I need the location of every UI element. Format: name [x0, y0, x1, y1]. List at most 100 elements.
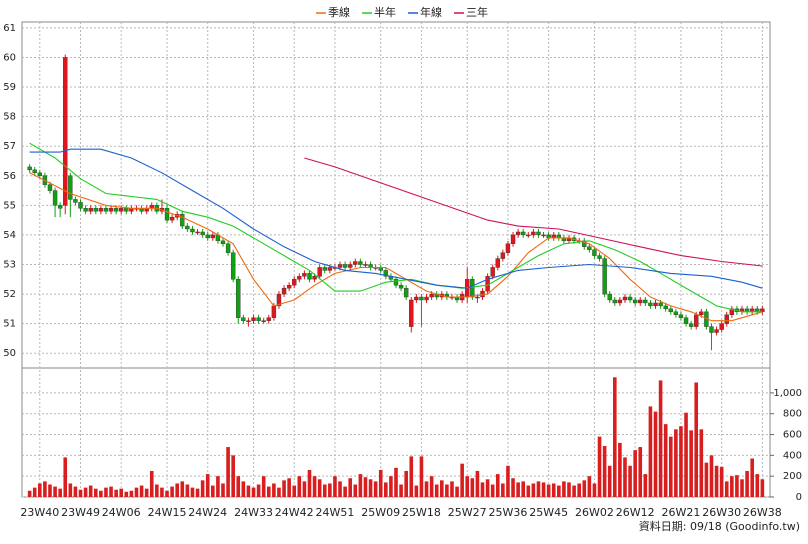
candle-body — [190, 228, 195, 233]
candle-body — [393, 279, 399, 286]
candle-body — [678, 314, 684, 318]
candle-body — [185, 225, 190, 230]
candle-body — [714, 329, 719, 333]
x-tick-label: 25W27 — [448, 506, 487, 519]
volume-bar — [663, 424, 668, 497]
volume-bar — [78, 489, 83, 497]
volume-bar — [180, 481, 185, 497]
volume-bar — [38, 483, 42, 497]
volume-bar — [99, 490, 103, 497]
candle-body — [653, 302, 658, 307]
volume-bar — [648, 406, 653, 497]
volume-bar — [689, 430, 693, 497]
candle-body — [429, 293, 434, 298]
candle-body — [164, 208, 170, 221]
volume-bar — [541, 482, 546, 497]
volume-bar — [251, 487, 256, 497]
y-tick-label: 60 — [3, 52, 16, 63]
x-tick-label: 25W09 — [361, 506, 400, 519]
volume-bar — [475, 470, 480, 497]
x-tick-label: 25W18 — [402, 506, 441, 519]
volume-bar — [429, 476, 434, 497]
candle-body — [521, 231, 526, 236]
candle-body — [230, 252, 236, 280]
candle-body — [541, 234, 546, 237]
volume-bar — [460, 463, 464, 497]
volume-bar — [256, 484, 261, 497]
volume-bar — [231, 455, 235, 497]
candle-body — [475, 296, 480, 299]
volume-bar — [562, 481, 566, 497]
candle-body — [419, 296, 424, 301]
candle-body — [480, 290, 485, 298]
volume-bar — [53, 486, 57, 497]
volume-bar — [628, 465, 632, 497]
candle-body — [694, 314, 699, 327]
volume-bar — [409, 456, 414, 497]
x-tick-label: 24W42 — [275, 506, 314, 519]
candle-body — [246, 320, 251, 322]
footer: 資料日期: 09/18 (Goodinfo.tw) — [639, 519, 800, 533]
volume-bar — [668, 436, 673, 497]
candle-body — [729, 308, 735, 315]
volume-bar — [363, 477, 368, 497]
candle-body — [617, 299, 623, 304]
x-tick-label: 25W45 — [529, 506, 568, 519]
candle-body — [607, 293, 612, 301]
volume-bar — [93, 488, 98, 497]
volume-bar — [211, 485, 215, 497]
x-tick-label: 24W15 — [148, 506, 187, 519]
candle-body — [322, 267, 327, 271]
volume-bar — [221, 483, 225, 497]
volume-bar — [129, 490, 134, 497]
candle-body — [119, 208, 124, 212]
x-tick-label: 24W51 — [316, 506, 355, 519]
volume-bar — [740, 479, 744, 497]
volume-bar — [516, 482, 520, 497]
volume-bar — [165, 490, 169, 497]
volume-bar — [526, 485, 531, 497]
volume-bar — [58, 488, 62, 497]
candle-body — [699, 311, 704, 315]
volume-bar — [322, 484, 327, 497]
candle-body — [195, 231, 200, 234]
volume-bar — [633, 450, 637, 497]
candle-body — [27, 166, 32, 171]
volume-bar — [506, 465, 510, 497]
volume-bar — [638, 447, 643, 497]
candle-body — [724, 314, 729, 324]
volume-bar — [536, 481, 541, 497]
volume-bar — [119, 488, 124, 497]
volume-bar — [389, 476, 393, 497]
volume-bar — [465, 476, 470, 497]
volume-bar — [185, 484, 190, 497]
volume-bar — [124, 491, 129, 497]
volume-bar — [134, 487, 139, 497]
candle-body — [470, 279, 475, 298]
candle-body — [337, 264, 343, 268]
volume-bar — [760, 479, 765, 497]
candle-body — [236, 279, 241, 318]
candle-body — [398, 284, 404, 289]
volume-bar — [480, 482, 485, 497]
x-tick-label: 26W12 — [616, 506, 655, 519]
volume-bar — [618, 442, 622, 497]
volume-bar — [679, 426, 683, 497]
candle-body — [673, 311, 679, 315]
ma-line — [29, 148, 763, 289]
volume-bar — [658, 380, 663, 497]
volume-bar — [368, 479, 373, 497]
candle-body — [271, 305, 277, 318]
volume-bar — [353, 484, 358, 497]
candle-body — [597, 255, 602, 259]
x-tick-label: 26W21 — [662, 506, 701, 519]
volume-bar — [307, 469, 312, 497]
y-tick-label: 52 — [3, 289, 16, 300]
candle-body — [622, 296, 628, 301]
volume-bar — [384, 482, 388, 497]
volume-bar — [73, 486, 78, 497]
volume-bar — [602, 445, 607, 497]
candle-body — [52, 190, 58, 206]
candle-body — [403, 287, 409, 298]
y-tick-label: 56 — [3, 171, 16, 182]
